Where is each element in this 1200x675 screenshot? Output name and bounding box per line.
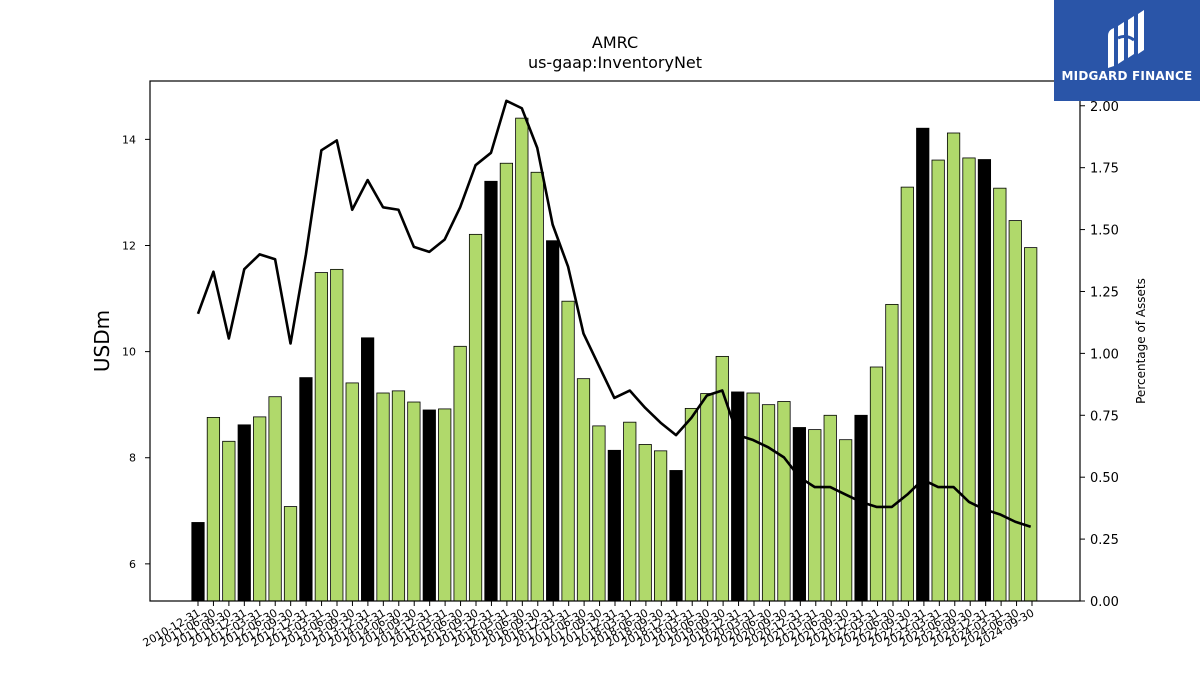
bar-2016-12-31 (561, 300, 575, 602)
bar-2011-09-30 (237, 424, 251, 602)
y2-tick-label-0.25: 0.25 (1090, 533, 1119, 548)
bar-2017-03-31 (576, 378, 591, 602)
bar-2015-12-31 (499, 162, 514, 602)
bar-2013-09-30 (361, 337, 375, 602)
pct-of-assets-line (196, 99, 1032, 528)
y-axis-label: USDm (90, 310, 114, 372)
bar-2011-06-30 (222, 440, 236, 602)
y-tick-label-14: 14 (122, 133, 136, 146)
y2-tick-label-0.75: 0.75 (1090, 409, 1119, 424)
bar-2013-03-31 (330, 268, 344, 602)
y2-tick-label-1.75: 1.75 (1090, 162, 1119, 177)
bar-2021-12-31 (869, 366, 884, 602)
y-tick-label-8: 8 (129, 452, 136, 465)
bar-2011-03-31 (206, 417, 221, 602)
bar-2024-03-31 (1008, 220, 1022, 602)
bar-2021-03-31 (823, 414, 837, 602)
y2-tick-label-1.50: 1.50 (1090, 224, 1119, 239)
bar-2012-12-31 (314, 272, 328, 602)
y-tick-label-12: 12 (122, 239, 136, 252)
bar-2018-03-31 (638, 444, 652, 602)
bar-2023-12-31 (993, 187, 1007, 602)
brand-logo: MIDGARD FINANCE (1054, 0, 1200, 101)
bar-2016-03-31 (515, 117, 529, 602)
bar-2022-09-30 (916, 127, 930, 602)
x-axis: 2010-12-312011-06-302011-09-302011-12-31… (141, 601, 1037, 650)
y2-tick-label-1.00: 1.00 (1090, 347, 1119, 362)
bar-2016-09-30 (546, 240, 560, 602)
bar-2012-03-31 (268, 396, 282, 602)
bar-2022-12-31 (931, 159, 945, 602)
bar-2019-03-31 (700, 393, 714, 602)
bar-2015-06-30 (468, 233, 483, 602)
bar-2014-06-30 (407, 401, 421, 602)
y2-tick-label-0.00: 0.00 (1090, 595, 1119, 610)
chart-subtitle: us-gaap:InventoryNet (528, 53, 702, 72)
bar-2023-06-30 (962, 157, 976, 602)
bar-2013-12-31 (376, 392, 390, 602)
bar-2023-03-31 (946, 132, 961, 602)
bar-2020-03-31 (761, 404, 776, 602)
bar-2012-09-30 (299, 377, 313, 602)
bar-2022-06-30 (900, 186, 914, 602)
logo-text: MIDGARD FINANCE (1061, 69, 1193, 83)
bar-2014-03-31 (391, 390, 406, 602)
bar-2024-06-30 (1024, 247, 1038, 602)
y-axis-left: 6 8 10 12 14 (122, 133, 150, 571)
y2-axis-label: Percentage of Assets (1134, 278, 1148, 404)
bar-2020-09-30 (792, 427, 806, 602)
bar-2017-12-31 (623, 421, 637, 602)
bar-2016-06-30 (530, 171, 544, 602)
bar-2019-12-31 (746, 392, 760, 602)
bar-2018-09-30 (669, 470, 683, 602)
y-tick-label-6: 6 (129, 558, 136, 571)
logo-mark-icon (1108, 10, 1144, 68)
bar-2015-09-30 (484, 180, 498, 602)
chart-title: AMRC (592, 33, 638, 52)
y-axis-right: 0.00 0.25 0.50 0.75 1.00 1.25 1.50 1.75 2.00 (1080, 100, 1119, 610)
bar-2017-06-30 (592, 425, 606, 602)
bar-series (191, 117, 1038, 602)
bar-2023-09-30 (977, 159, 992, 602)
bar-2021-06-30 (839, 439, 853, 602)
bar-2011-12-31 (253, 416, 267, 602)
pct-line-series (196, 99, 1032, 528)
bar-2012-06-30 (283, 506, 298, 602)
bar-2021-09-30 (854, 414, 868, 602)
bar-2022-03-31 (885, 303, 899, 602)
bar-2020-06-30 (777, 401, 791, 602)
bar-2018-06-30 (654, 450, 668, 602)
bar-2014-09-30 (422, 409, 436, 602)
bar-2015-03-31 (453, 345, 467, 602)
y2-tick-label-1.25: 1.25 (1090, 285, 1119, 300)
y2-tick-label-2.00: 2.00 (1090, 100, 1119, 115)
y2-tick-label-0.50: 0.50 (1090, 471, 1119, 486)
bar-2010-12-31 (191, 522, 205, 602)
bar-2020-12-31 (808, 429, 822, 602)
bar-2018-12-31 (684, 407, 699, 602)
bar-2017-09-30 (607, 449, 621, 602)
bar-2013-06-30 (345, 382, 359, 602)
bar-2014-12-31 (438, 408, 452, 602)
y-tick-label-10: 10 (122, 346, 136, 359)
